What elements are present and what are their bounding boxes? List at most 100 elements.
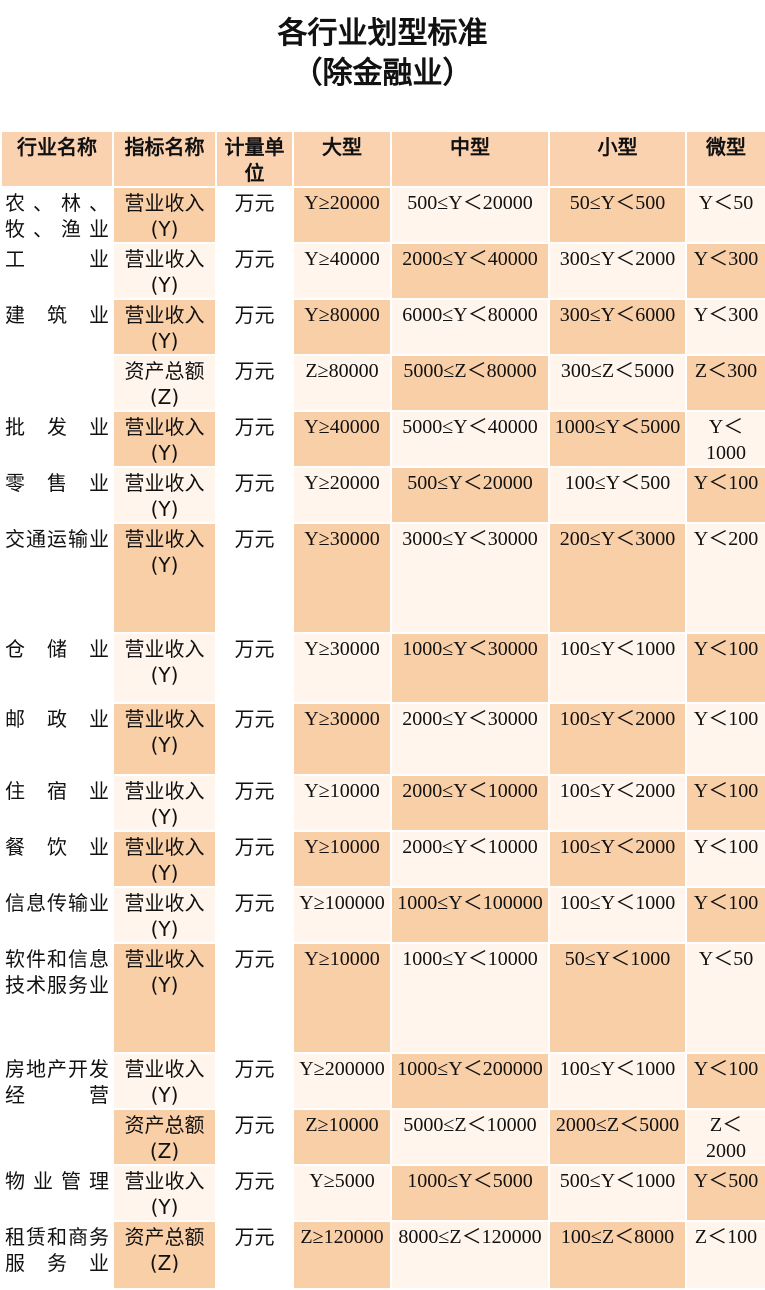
table-cell: 信息传输业 [0, 886, 114, 944]
table-cell: Y≥40000 [292, 242, 392, 300]
table-cell: 餐饮业 [0, 830, 114, 888]
table-cell: 万元 [215, 466, 294, 524]
table-cell: Y≥30000 [292, 522, 392, 634]
table-row: 租赁和商务服务业 资产总额(Z) 万元 Z≥120000 8000≤Z＜120000 10… [0, 1220, 765, 1290]
table-cell: 6000≤Y＜80000 [390, 298, 550, 356]
table-cell: 营业收入(Y) [112, 702, 217, 776]
table-cell: 1000≤Y＜5000 [390, 1164, 550, 1222]
table-cell: 100≤Z＜8000 [548, 1220, 687, 1290]
table-cell: Y≥5000 [292, 1164, 392, 1222]
table-cell: 万元 [215, 1220, 294, 1290]
table-cell: 批发业 [0, 410, 114, 468]
table-cell: 农、林、牧、渔业 [0, 186, 114, 244]
table-cell: Y＜300 [685, 298, 765, 356]
table-cell: 营业收入(Y) [112, 410, 217, 468]
table-cell: Z≥10000 [292, 1108, 392, 1166]
table-row: 零售业 营业收入(Y) 万元 Y≥20000 500≤Y＜20000 100≤Y＜500 Y… [0, 466, 765, 524]
table-cell: 2000≤Z＜5000 [548, 1108, 687, 1166]
table-cell: Y＜100 [685, 830, 765, 888]
table-cell: 万元 [215, 1164, 294, 1222]
table-cell: Y＜1000 [685, 410, 765, 468]
table-cell: 营业收入(Y) [112, 774, 217, 832]
table-cell: 100≤Y＜1000 [548, 886, 687, 944]
table-cell: Z≥120000 [292, 1220, 392, 1290]
table-cell: 营业收入(Y) [112, 942, 217, 1054]
table-cell: 营业收入(Y) [112, 886, 217, 944]
table-cell: 300≤Y＜2000 [548, 242, 687, 300]
table-cell: 500≤Y＜20000 [390, 186, 550, 244]
table-cell: 5000≤Z＜10000 [390, 1108, 550, 1166]
table-cell: 租赁和商务服务业 [0, 1220, 114, 1290]
table-cell: 营业收入(Y) [112, 186, 217, 244]
table-cell: Y＜100 [685, 466, 765, 524]
column-header: 计量单位 [215, 130, 294, 188]
table-row: 房地产开发经营 营业收入(Y) 万元 Y≥200000 1000≤Y＜200000 100… [0, 1052, 765, 1110]
table-cell: 1000≤Y＜100000 [390, 886, 550, 944]
table-cell: 万元 [215, 298, 294, 356]
table-cell: 300≤Z＜5000 [548, 354, 687, 412]
table-cell: Y≥80000 [292, 298, 392, 356]
table-cell: 50≤Y＜1000 [548, 942, 687, 1054]
table-row: 物业管理 营业收入(Y) 万元 Y≥5000 1000≤Y＜5000 500≤Y＜1000… [0, 1164, 765, 1222]
table-row: 住宿业 营业收入(Y) 万元 Y≥10000 2000≤Y＜10000 100≤Y＜200… [0, 774, 765, 832]
table-cell: 万元 [215, 942, 294, 1054]
table-cell: Y≥100000 [292, 886, 392, 944]
table-cell: 营业收入(Y) [112, 242, 217, 300]
table-cell: Y≥20000 [292, 186, 392, 244]
table-cell: 营业收入(Y) [112, 522, 217, 634]
header-row: 行业名称 指标名称 计量单位 大型 中型 小型 微型 [0, 130, 765, 188]
table-cell: Y＜100 [685, 632, 765, 704]
table-cell: 资产总额(Z) [112, 1108, 217, 1166]
column-header: 小型 [548, 130, 687, 188]
table-cell: 2000≤Y＜10000 [390, 830, 550, 888]
table-row: 餐饮业 营业收入(Y) 万元 Y≥10000 2000≤Y＜10000 100≤Y＜200… [0, 830, 765, 888]
table-cell: 住宿业 [0, 774, 114, 832]
table-cell: 万元 [215, 886, 294, 944]
table-cell: 100≤Y＜2000 [548, 830, 687, 888]
table-cell: Z＜300 [685, 354, 765, 412]
table-cell: Y≥10000 [292, 830, 392, 888]
table-cell: 万元 [215, 354, 294, 412]
table-row: 批发业 营业收入(Y) 万元 Y≥40000 5000≤Y＜40000 1000≤Y＜50… [0, 410, 765, 468]
table-row: 资产总额(Z) 万元 Z≥80000 5000≤Z＜80000 300≤Z＜5000 Z＜… [0, 354, 765, 412]
table-cell: 交通运输业 [0, 522, 114, 634]
table-cell: 50≤Y＜500 [548, 186, 687, 244]
title-block: 各行业划型标准 （除金融业） [0, 14, 765, 94]
table-cell: 100≤Y＜500 [548, 466, 687, 524]
table-cell: 万元 [215, 830, 294, 888]
table-cell: 万元 [215, 774, 294, 832]
table-cell: 营业收入(Y) [112, 1052, 217, 1110]
table-cell: 200≤Y＜3000 [548, 522, 687, 634]
table-cell: Y＜50 [685, 186, 765, 244]
table-cell: Y＜50 [685, 942, 765, 1054]
table-row: 软件和信息技术服务业 营业收入(Y) 万元 Y≥10000 1000≤Y＜10000 50… [0, 942, 765, 1054]
table-cell: 2000≤Y＜30000 [390, 702, 550, 776]
table-cell: 资产总额(Z) [112, 1220, 217, 1290]
table-cell: 仓储业 [0, 632, 114, 704]
table-cell: Z＜100 [685, 1220, 765, 1290]
table-cell: 万元 [215, 186, 294, 244]
table-cell: Y＜100 [685, 702, 765, 776]
table-cell: 营业收入(Y) [112, 298, 217, 356]
table-cell: 营业收入(Y) [112, 466, 217, 524]
table-cell [0, 354, 114, 412]
table-cell: Y≥200000 [292, 1052, 392, 1110]
table-cell: Z＜2000 [685, 1108, 765, 1166]
column-header: 大型 [292, 130, 392, 188]
table-cell: Y≥40000 [292, 410, 392, 468]
title: 各行业划型标准 [277, 16, 488, 51]
table-cell: 1000≤Y＜30000 [390, 632, 550, 704]
table-cell: 营业收入(Y) [112, 632, 217, 704]
table-cell: Y≥10000 [292, 942, 392, 1054]
table-row: 交通运输业 营业收入(Y) 万元 Y≥30000 3000≤Y＜30000 200≤Y＜3… [0, 522, 765, 634]
table-cell: 房地产开发经营 [0, 1052, 114, 1110]
table-cell: Y＜100 [685, 1052, 765, 1110]
table-cell: 营业收入(Y) [112, 830, 217, 888]
table-cell: 5000≤Y＜40000 [390, 410, 550, 468]
table-cell: 300≤Y＜6000 [548, 298, 687, 356]
table-cell: 100≤Y＜1000 [548, 1052, 687, 1110]
table-cell: 万元 [215, 632, 294, 704]
table-cell: 100≤Y＜1000 [548, 632, 687, 704]
table-cell: Y＜300 [685, 242, 765, 300]
